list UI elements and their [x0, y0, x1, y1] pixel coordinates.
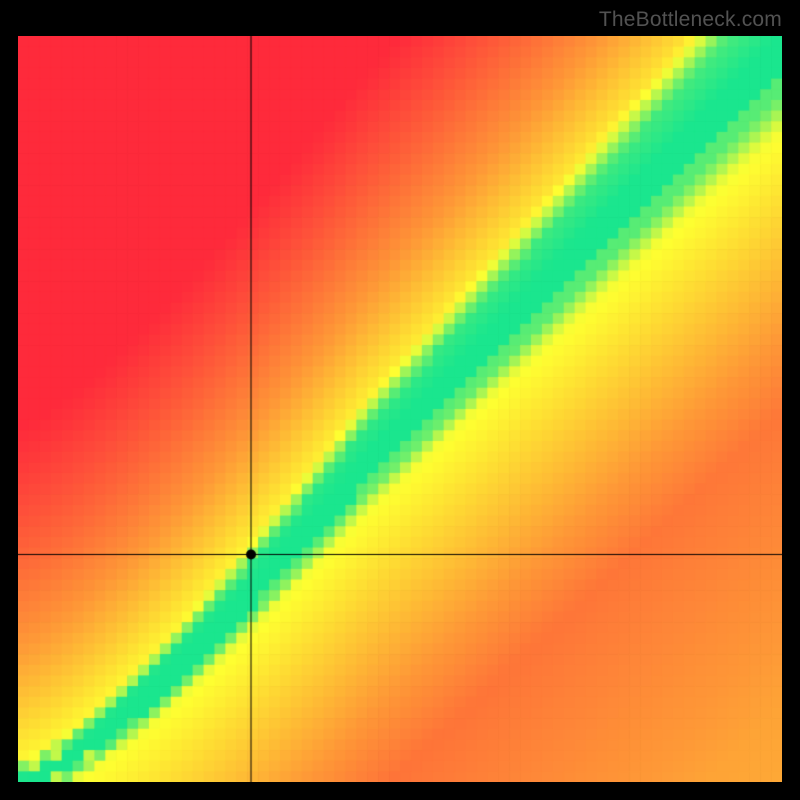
chart-container: TheBottleneck.com — [0, 0, 800, 800]
watermark-text: TheBottleneck.com — [599, 8, 782, 32]
heatmap-plot — [18, 36, 782, 782]
heatmap-canvas — [18, 36, 782, 782]
